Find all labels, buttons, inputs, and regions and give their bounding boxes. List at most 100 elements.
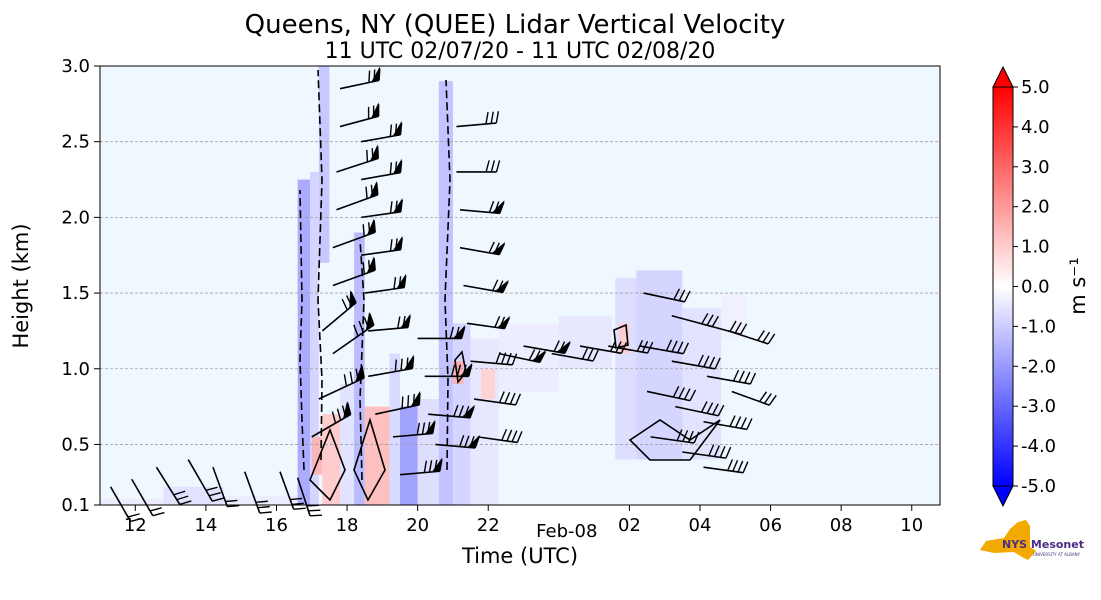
wind-barb-12 <box>332 256 376 287</box>
wind-barb-34 <box>459 200 505 215</box>
velocity-cell-11 <box>389 353 400 505</box>
contour-line-8 <box>628 419 721 461</box>
velocity-cell-19 <box>498 323 559 392</box>
velocity-cell-10 <box>364 406 390 505</box>
plot-background <box>100 66 940 505</box>
velocity-cell-1 <box>163 486 224 505</box>
wind-barb-6 <box>279 471 306 510</box>
y-tick-label-3: 1.5 <box>61 283 90 304</box>
wind-barb-10 <box>332 311 375 355</box>
wind-barb-56 <box>731 390 777 406</box>
colorbar-label: m s⁻¹ <box>1066 257 1090 315</box>
nys-mesonet-logo: NYS Mesonet UNIVERSITY AT ALBANY <box>980 520 1084 560</box>
contour-line-5 <box>353 417 386 502</box>
logo-text: NYS Mesonet <box>1002 538 1084 551</box>
velocity-cell-4 <box>310 171 319 505</box>
velocity-cell-25 <box>618 323 630 354</box>
chart-title: Queens, NY (QUEE) Lidar Vertical Velocit… <box>245 10 786 40</box>
wind-barb-33 <box>456 160 501 173</box>
y-tick-label-1: 0.5 <box>61 434 90 455</box>
colorbar-tick-label-3: 2.0 <box>1021 197 1050 218</box>
wind-barb-29 <box>424 362 473 378</box>
velocity-cell-17 <box>470 338 499 505</box>
x-tick-label-3: 18 <box>336 515 359 536</box>
x-tick-label-0: 12 <box>124 515 147 536</box>
velocity-cell-18 <box>481 368 496 400</box>
wind-barb-26 <box>392 419 436 438</box>
plot-area <box>99 65 941 523</box>
wind-barb-21 <box>361 235 403 257</box>
wind-barb-41 <box>498 349 547 364</box>
wind-barb-54 <box>675 401 725 417</box>
velocity-cell-23 <box>682 308 722 460</box>
contour-line-7 <box>613 323 629 349</box>
wind-barb-27 <box>399 457 443 476</box>
colorbar-low-extend <box>992 485 1014 508</box>
wind-barb-36 <box>463 279 509 294</box>
colorbar-ticks: 5.0 4.0 3.0 2.0 1.0 0.0 -1.0 -2.0 -3.0 -4.0 -5.0 <box>1013 77 1056 497</box>
x-date-label: Feb-08 <box>536 521 597 542</box>
wind-barb-55 <box>703 415 753 431</box>
wind-barb-11 <box>321 289 357 332</box>
x-tick-label-5: 22 <box>477 515 500 536</box>
colorbar-tick-label-1: 4.0 <box>1021 117 1050 138</box>
colorbar-tick-label-4: 1.0 <box>1021 237 1050 258</box>
wind-barb-3 <box>187 459 225 502</box>
wind-barb-31 <box>435 434 480 449</box>
wind-barb-37 <box>466 315 511 330</box>
wind-barb-16 <box>339 102 380 128</box>
x-tick-label-6: 02 <box>618 515 641 536</box>
new-york-state-shape <box>980 520 1036 560</box>
velocity-cell-22 <box>636 270 683 460</box>
chart-subtitle: 11 UTC 02/07/20 - 11 UTC 02/08/20 <box>325 39 716 64</box>
wind-barb-24 <box>368 354 415 378</box>
wind-barb-15 <box>336 144 380 173</box>
x-tick-label-7: 04 <box>689 515 712 536</box>
velocity-cell-6 <box>311 436 323 475</box>
wind-barb-23 <box>368 313 411 332</box>
contour-line-0 <box>299 189 305 471</box>
wind-barb-40 <box>477 428 523 444</box>
x-tick-label-1: 14 <box>194 515 217 536</box>
x-tick-label-8: 06 <box>759 515 782 536</box>
velocity-cell-9 <box>354 232 365 505</box>
wind-barb-18 <box>361 120 403 143</box>
wind-barb-58 <box>682 444 732 459</box>
wind-barb-46 <box>643 288 691 303</box>
x-tick-label-9: 08 <box>830 515 853 536</box>
wind-barb-22 <box>364 273 407 294</box>
x-tick-label-10: 10 <box>900 515 923 536</box>
wind-barb-52 <box>706 369 757 385</box>
wind-barb-32 <box>456 111 500 128</box>
colorbar-ramp <box>992 86 1014 487</box>
wind-barb-53 <box>646 386 697 402</box>
contour-line-6 <box>454 350 467 384</box>
y-tick-label-0: 0.1 <box>61 495 90 516</box>
colorbar-tick-label-5: 0.0 <box>1021 277 1050 298</box>
wind-barb-35 <box>459 241 506 256</box>
y-tick-label-5: 2.5 <box>61 132 90 153</box>
wind-barb-50 <box>639 339 690 355</box>
wind-barb-13 <box>332 218 376 249</box>
wind-barb-59 <box>703 459 749 474</box>
contour-line-4 <box>309 427 346 502</box>
y-tick-label-6: 3.0 <box>61 56 90 77</box>
colorbar-tick-label-6: -1.0 <box>1021 316 1056 337</box>
y-tick-label-2: 1.0 <box>61 359 90 380</box>
velocity-cell-0 <box>100 498 164 505</box>
wind-barb-0 <box>109 486 143 523</box>
wind-barb-30 <box>428 404 475 419</box>
x-tick-label-4: 20 <box>406 515 429 536</box>
grid-lines <box>100 141 940 445</box>
colorbar-tick-label-10: -5.0 <box>1021 476 1056 497</box>
wind-barb-42 <box>523 340 571 355</box>
x-axis-label: Time (UTC) <box>461 544 578 568</box>
wind-barbs-and-contours <box>109 66 777 523</box>
wind-barb-49 <box>727 330 776 345</box>
wind-barb-20 <box>361 197 403 219</box>
plot-frame <box>99 65 941 506</box>
contour-line-2 <box>359 239 365 481</box>
wind-barb-19 <box>361 158 403 181</box>
wind-barb-2 <box>155 466 192 506</box>
